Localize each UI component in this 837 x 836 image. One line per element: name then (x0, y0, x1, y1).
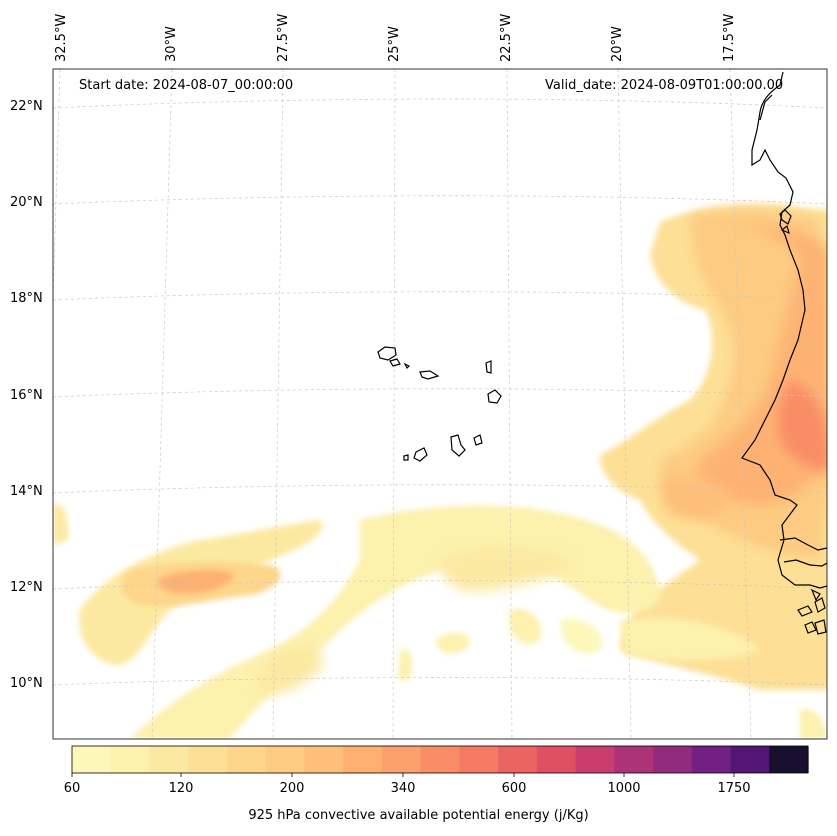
colorbar-tick-340: 340 (390, 781, 416, 796)
coastline-cape-verde (377, 346, 502, 462)
colorbar-cell (498, 746, 538, 773)
colorbar-tick-200: 200 (279, 781, 305, 796)
colorbar-cell (265, 746, 306, 773)
colorbar-cell (730, 746, 770, 773)
lon-label-17-5w: 17.5°W (722, 13, 737, 62)
lat-label-12n: 12°N (10, 580, 43, 595)
colorbar-title: 925 hPa convective available potential e… (248, 808, 589, 823)
lon-label-25w: 25°W (387, 26, 402, 62)
colorbar-cell (226, 746, 267, 773)
colorbar-cell (459, 746, 499, 773)
colorbar-cell (149, 746, 189, 773)
colorbar-tick-marks (71, 773, 735, 777)
colorbar-cell (72, 746, 112, 773)
cape-shading-west (53, 504, 827, 739)
map-frame (52, 68, 828, 740)
colorbar-cell (188, 746, 228, 773)
coastline-africa (741, 71, 827, 635)
colorbar-cell (691, 746, 732, 773)
colorbar-cell (536, 746, 577, 773)
colorbar-cell (614, 746, 654, 773)
cape-shading-east (600, 204, 827, 690)
lat-label-18n: 18°N (10, 291, 43, 306)
colorbar-tick-1000: 1000 (607, 781, 641, 796)
colorbar-tick-1750: 1750 (717, 781, 751, 796)
colorbar-cell (769, 746, 809, 773)
lon-label-22-5w: 22.5°W (499, 13, 514, 62)
lat-label-10n: 10°N (10, 676, 43, 691)
lon-label-27-5w: 27.5°W (276, 13, 291, 62)
lat-label-22n: 22°N (10, 99, 43, 114)
lon-label-30w: 30°W (164, 26, 179, 62)
valid-date-label: Valid_date: 2024-08-09T01:00:00.00 (545, 78, 784, 93)
colorbar-frame (71, 745, 809, 774)
lat-label-20n: 20°N (10, 195, 43, 210)
lon-label-32-5w: 32.5°W (54, 13, 69, 62)
colorbar-tick-60: 60 (63, 781, 81, 796)
colorbar-cell (343, 746, 383, 773)
colorbar-cell (110, 746, 151, 773)
colorbar-tick-120: 120 (168, 781, 194, 796)
colorbar-cell (653, 746, 693, 773)
colorbar-tick-600: 600 (501, 781, 527, 796)
colorbar-cell (381, 746, 422, 773)
colorbar-cell (575, 746, 615, 773)
colorbar-cell (420, 746, 460, 773)
colorbar-cell (304, 746, 344, 773)
lat-label-14n: 14°N (10, 484, 43, 499)
start-date-label: Start date: 2024-08-07_00:00:00 (79, 78, 294, 93)
colorbar (72, 746, 809, 773)
gridlines (53, 69, 827, 739)
lat-label-16n: 16°N (10, 388, 43, 403)
lon-label-20w: 20°W (610, 26, 625, 62)
